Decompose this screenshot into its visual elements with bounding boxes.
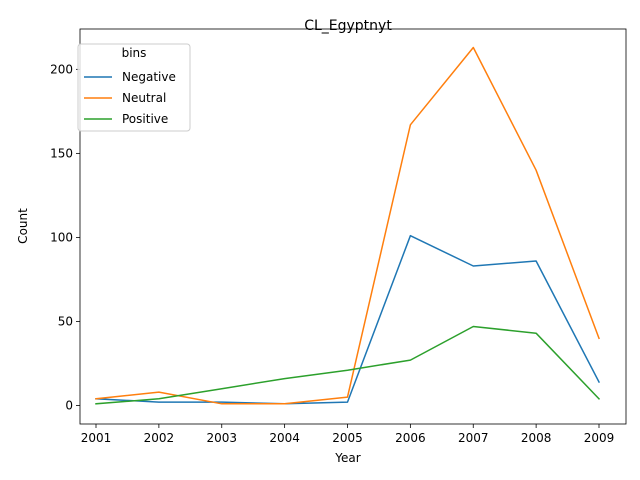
legend: bins Negative Neutral Positive <box>77 43 191 132</box>
y-tick-label: 0 <box>65 399 73 413</box>
plot-frame <box>79 28 627 425</box>
x-tick-label: 2007 <box>458 431 489 445</box>
x-axis: 2001 2002 2003 2004 2005 2006 2007 2008 2009 <box>81 424 615 445</box>
y-tick-label: 100 <box>50 230 73 244</box>
chart-title: CL_Egyptnyt <box>304 18 392 34</box>
y-axis: 0 50 100 150 200 <box>50 62 80 413</box>
y-tick-label: 200 <box>50 62 73 76</box>
legend-label-negative: Negative <box>122 70 176 84</box>
y-axis-label: Count <box>16 208 30 244</box>
x-tick-label: 2005 <box>332 431 363 445</box>
x-tick-label: 2004 <box>269 431 300 445</box>
legend-box <box>77 43 191 132</box>
legend-title: bins <box>122 46 147 60</box>
x-tick-label: 2008 <box>521 431 552 445</box>
x-tick-label: 2001 <box>81 431 112 445</box>
series-line-positive <box>95 325 601 405</box>
x-tick-label: 2009 <box>584 431 615 445</box>
plot-lines <box>95 46 601 405</box>
x-axis-label: Year <box>334 451 360 465</box>
x-tick-label: 2002 <box>144 431 175 445</box>
x-tick-label: 2006 <box>395 431 426 445</box>
legend-entries: Negative Neutral Positive <box>84 70 176 126</box>
x-tick-label: 2003 <box>206 431 237 445</box>
series-line-negative <box>95 234 601 405</box>
legend-label-positive: Positive <box>122 112 168 126</box>
y-tick-label: 150 <box>50 146 73 160</box>
legend-label-neutral: Neutral <box>122 91 166 105</box>
y-tick-label: 50 <box>58 314 73 328</box>
